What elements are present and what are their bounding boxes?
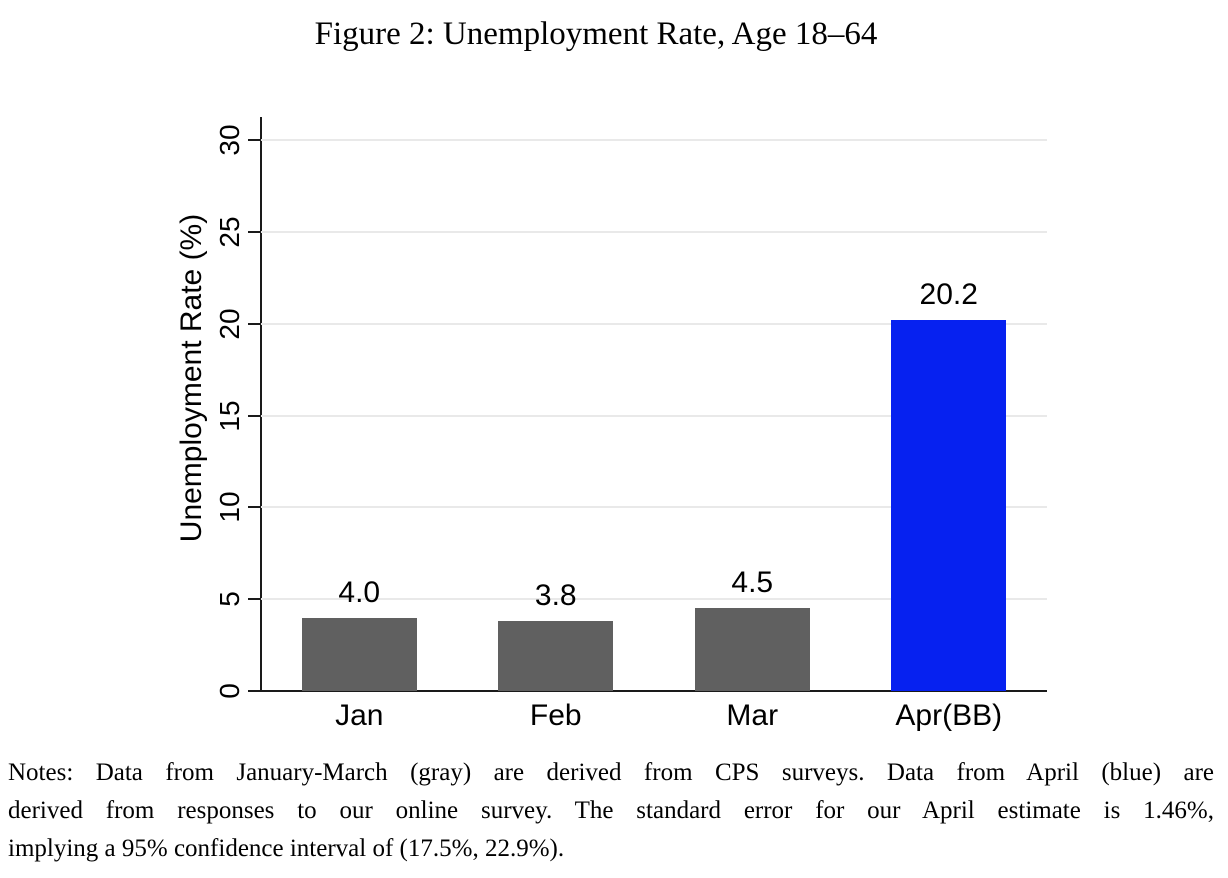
bar-value-label: 20.2 (919, 278, 978, 311)
y-tick-label: 25 (214, 216, 245, 248)
y-tick-label: 10 (214, 491, 245, 523)
x-axis-line (248, 690, 1047, 692)
notes-line: derived from responses to our online sur… (8, 797, 1214, 824)
y-gridline (261, 506, 1047, 509)
bar (301, 617, 417, 691)
y-gridline (261, 322, 1047, 325)
bar (694, 608, 810, 691)
plot-area: 0 5 10 15 20 25 30 4.0 Jan 3.8 Feb 4.5 Mar 20.2 Apr(BB… (214, 117, 1047, 732)
y-tick-label: 5 (214, 591, 245, 607)
y-tick-label: 20 (214, 308, 245, 340)
bar-value-label: 4.0 (338, 575, 381, 609)
x-axis-category-label: Feb (529, 699, 582, 732)
notes-line: Notes: Data from January-March (gray) ar… (8, 759, 1214, 786)
notes-line: implying a 95% confidence interval of (1… (8, 835, 565, 862)
y-tick-mark (248, 506, 261, 509)
bar-value-label: 3.8 (534, 579, 577, 613)
x-axis-category-label: Mar (726, 699, 779, 732)
y-gridline (261, 414, 1047, 417)
y-tick-mark (248, 414, 261, 417)
y-tick-label: 30 (214, 124, 245, 156)
bar (498, 621, 614, 691)
y-axis-line (260, 117, 262, 691)
figure-title: Figure 2: Unemployment Rate, Age 18–64 (314, 16, 878, 52)
y-gridline (261, 598, 1047, 601)
y-tick-mark (248, 322, 261, 325)
y-gridline (261, 230, 1047, 233)
bar-value-label: 4.5 (731, 566, 774, 600)
y-tick-label: 0 (214, 683, 245, 699)
y-tick-mark (248, 139, 261, 141)
x-axis-category-label: Jan (335, 699, 384, 732)
y-tick-mark (248, 690, 261, 692)
bar (891, 320, 1007, 691)
x-axis-category-label: Apr(BB) (895, 699, 1003, 732)
y-tick-mark (248, 598, 261, 601)
y-axis-title: Unemployment Rate (%) (175, 213, 208, 543)
figure-notes: Notes: Data from January-March (gray) ar… (8, 754, 1214, 868)
y-tick-mark (248, 230, 261, 233)
y-tick-label: 15 (214, 399, 245, 432)
y-gridline (261, 139, 1047, 141)
